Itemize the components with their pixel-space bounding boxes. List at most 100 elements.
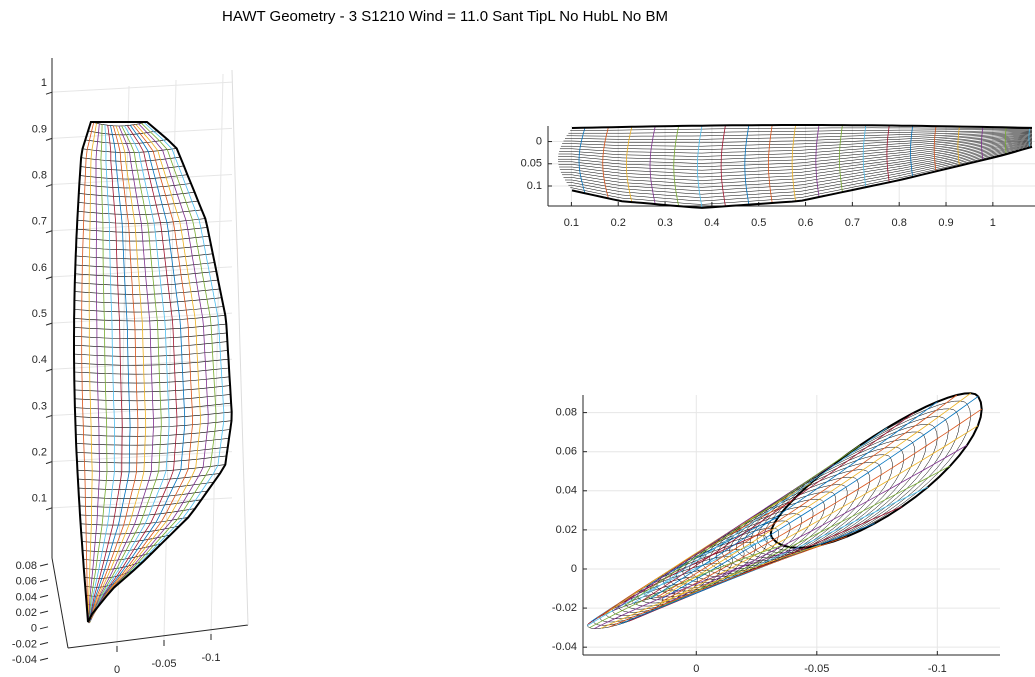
y-tick-label: 0 xyxy=(31,623,37,635)
tick-mark xyxy=(39,563,49,567)
mesh-line xyxy=(886,125,890,183)
mesh-line xyxy=(91,123,209,618)
mesh-line xyxy=(559,140,1033,181)
mesh-line xyxy=(660,392,972,598)
mesh-line xyxy=(88,125,123,623)
mesh-line xyxy=(720,125,726,207)
mesh-line xyxy=(594,547,800,629)
axis-line xyxy=(51,557,69,649)
mesh-line xyxy=(649,401,938,599)
tick-mark xyxy=(39,657,49,661)
tick-mark xyxy=(45,368,53,372)
x-tick-label: 0.9 xyxy=(938,217,953,229)
z-tick-label: 0.8 xyxy=(32,169,47,181)
mesh-line xyxy=(625,126,633,203)
tick-mark xyxy=(45,91,53,95)
x-tick-label: 0.7 xyxy=(845,217,860,229)
y-tick-label: -0.02 xyxy=(12,638,37,650)
outline xyxy=(73,121,233,623)
tick-mark xyxy=(45,414,53,418)
mesh-line xyxy=(89,125,131,623)
grid-line xyxy=(163,79,177,641)
mesh-line xyxy=(600,544,822,629)
mesh-line xyxy=(566,144,1033,198)
mesh-line xyxy=(88,123,97,623)
outline xyxy=(571,145,1033,209)
tick-mark xyxy=(39,579,49,583)
y-tick-label: 0.06 xyxy=(556,446,577,458)
mesh-line xyxy=(560,133,1033,150)
y-tick-label: 0 xyxy=(536,135,542,147)
mesh-line xyxy=(744,125,750,205)
mesh-line xyxy=(90,125,178,621)
mesh-line xyxy=(90,125,170,622)
tick-mark xyxy=(39,626,49,630)
y-tick-label: -0.04 xyxy=(12,654,37,666)
grid-line xyxy=(51,404,233,416)
mesh-line xyxy=(696,125,703,208)
grid-line xyxy=(51,220,233,232)
x-tick-label: 0.4 xyxy=(704,217,719,229)
mesh-line xyxy=(91,122,217,617)
mesh-line xyxy=(81,122,95,623)
grid-line xyxy=(210,73,224,635)
tick-mark xyxy=(45,322,53,326)
mesh-line xyxy=(662,396,979,599)
x-tick-label: 0.3 xyxy=(657,217,672,229)
mesh-line xyxy=(563,131,1033,144)
mesh-line xyxy=(563,142,1033,191)
mesh-line xyxy=(839,125,843,193)
y-tick-label: 0.04 xyxy=(16,591,37,603)
y-tick-label: 0.05 xyxy=(521,158,542,170)
mesh-line xyxy=(558,137,1033,171)
x-tick-label: 0.5 xyxy=(751,217,766,229)
axis-line xyxy=(231,69,249,626)
mesh-line xyxy=(649,126,656,205)
mesh-line xyxy=(628,506,903,622)
z-tick-label: 0.1 xyxy=(32,493,47,505)
mesh-line xyxy=(632,427,888,604)
z-tick-label: 0.6 xyxy=(32,262,47,274)
x-tick-label: 0 xyxy=(114,664,120,676)
mesh-line xyxy=(1028,127,1030,148)
tick-mark xyxy=(45,276,53,280)
tick-mark xyxy=(45,184,53,188)
y-tick-label: 0.04 xyxy=(556,485,577,497)
mesh-line xyxy=(562,132,1033,147)
mesh-line xyxy=(641,412,914,602)
y-tick-label: -0.02 xyxy=(552,602,577,614)
mesh-line xyxy=(910,125,913,178)
mesh-line xyxy=(570,127,1032,131)
mesh-line xyxy=(602,127,609,199)
y-tick-label: 0.1 xyxy=(527,180,542,192)
mesh-line xyxy=(562,141,1033,188)
mesh-line xyxy=(565,143,1033,195)
z-tick-label: 0.7 xyxy=(32,216,47,228)
mesh-line xyxy=(767,125,773,203)
z-tick-label: 0.3 xyxy=(32,400,47,412)
mesh-line xyxy=(589,545,783,629)
mesh-line xyxy=(570,145,1033,205)
y-tick-label: 0.08 xyxy=(556,407,577,419)
x-tick-label: 1 xyxy=(990,217,996,229)
mesh-line xyxy=(568,145,1033,202)
mesh-line xyxy=(90,124,186,620)
mesh-line xyxy=(89,125,139,623)
y-tick-label: 0 xyxy=(571,563,577,575)
tick-mark xyxy=(45,461,53,465)
y-tick-label: -0.04 xyxy=(552,641,577,653)
x-tick-label: -0.1 xyxy=(202,652,221,664)
x-tick-label: -0.05 xyxy=(151,658,176,670)
tick-mark xyxy=(39,594,49,598)
mesh-line xyxy=(558,136,1033,164)
tick-mark xyxy=(39,610,49,614)
figure-title: HAWT Geometry - 3 S1210 Wind = 11.0 Sant… xyxy=(222,8,668,25)
axis-line xyxy=(67,624,249,649)
mesh-line xyxy=(88,124,115,623)
x-tick-label: 0.2 xyxy=(611,217,626,229)
mesh-line xyxy=(568,129,1033,134)
tick-mark xyxy=(45,507,53,511)
grid-line xyxy=(51,81,233,93)
mesh-line xyxy=(933,126,937,172)
